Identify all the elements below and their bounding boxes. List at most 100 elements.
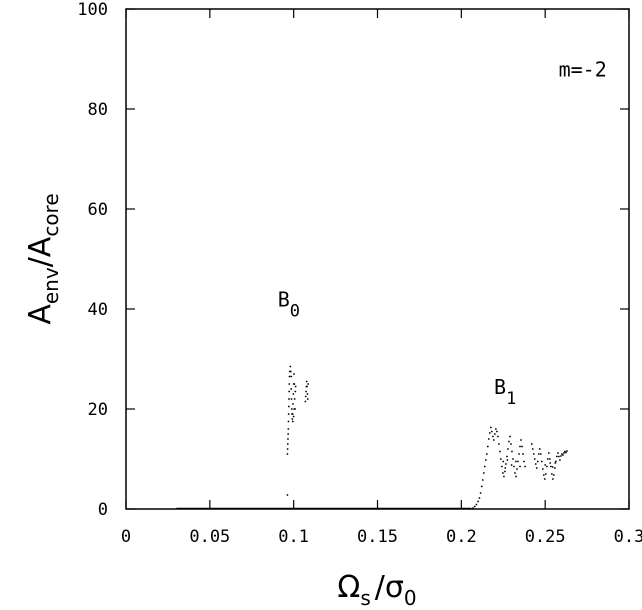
annotation-sub: 1	[506, 389, 516, 409]
data-point	[562, 454, 564, 456]
data-point	[541, 468, 544, 470]
data-point	[536, 460, 539, 463]
tick-labels: 0 0.05 0.1 0.15 0.2 0.25 0.3 0 20 40 60 80 100	[77, 0, 642, 547]
data-point	[502, 460, 505, 463]
data-point	[557, 452, 559, 454]
x-tick-label: 0.25	[525, 527, 566, 547]
data-point	[288, 398, 290, 400]
data-point	[495, 430, 498, 433]
data-point	[560, 455, 562, 457]
data-point	[306, 385, 308, 388]
y-axis-label: Aenv/Acore	[23, 193, 63, 324]
y-axis-label-group: Aenv/Acore	[23, 193, 63, 324]
annotation-sub: 0	[290, 302, 300, 322]
data-point	[498, 450, 501, 453]
data-point	[524, 465, 526, 468]
x-tick-label: 0.3	[614, 527, 642, 547]
data-point	[554, 462, 557, 464]
data-point	[518, 453, 520, 455]
x-tick-label: 0.2	[446, 527, 477, 547]
data-point	[290, 398, 293, 400]
data-point	[287, 413, 290, 415]
data-point	[506, 459, 509, 461]
data-point	[504, 470, 506, 473]
data-point	[503, 475, 505, 478]
data-point	[533, 458, 536, 460]
data-point	[481, 479, 484, 481]
data-point	[547, 452, 550, 454]
y-axis-label-sub2: core	[39, 193, 63, 236]
y-axis-label-main2: A	[23, 236, 58, 257]
data-point	[523, 460, 525, 463]
x-axis-label-main2: σ	[385, 570, 404, 605]
data-point	[484, 459, 487, 461]
data-point	[287, 405, 290, 408]
data-point	[486, 445, 489, 448]
data-point	[565, 451, 567, 454]
data-point	[304, 395, 307, 398]
y-tick-label: 0	[98, 500, 108, 520]
data-point	[293, 383, 296, 385]
data-point	[305, 390, 307, 393]
data-point	[304, 400, 307, 403]
data-point	[293, 408, 296, 410]
data-point	[502, 472, 504, 474]
data-point	[478, 497, 481, 499]
data-point	[292, 415, 295, 418]
data-point	[475, 503, 478, 506]
data-point	[530, 443, 533, 445]
data-point	[539, 453, 542, 455]
data-point	[563, 452, 565, 454]
data-point	[501, 465, 503, 468]
data-point	[477, 500, 479, 503]
data-point	[491, 435, 494, 438]
plot-frame	[125, 8, 630, 510]
data-point	[488, 432, 491, 434]
x-tick-label: 0.1	[278, 527, 309, 547]
data-point	[500, 458, 502, 460]
data-point	[545, 465, 548, 468]
data-point	[551, 478, 554, 480]
data-point	[293, 398, 296, 400]
data-point	[566, 450, 568, 452]
data-point	[291, 420, 294, 423]
data-point	[485, 453, 488, 455]
data-point	[286, 443, 289, 445]
data-point	[483, 465, 486, 468]
x-axis-label-sub2: 0	[404, 586, 417, 610]
data-point	[549, 465, 552, 468]
data-point	[514, 460, 517, 463]
data-point	[288, 390, 291, 393]
data-point	[538, 448, 541, 450]
x-axis-label-sub1: s	[360, 586, 370, 610]
data-point	[496, 435, 499, 438]
data-point	[473, 505, 476, 508]
annotation-m-label: m=-2	[559, 58, 607, 82]
data-point	[519, 465, 521, 468]
annotation-b0-label: B0	[278, 288, 300, 322]
y-tick-label: 40	[88, 300, 108, 320]
data-point	[519, 445, 521, 448]
data-point	[472, 507, 474, 509]
x-tick-label: 0	[121, 527, 131, 547]
data-point	[294, 390, 297, 393]
data-point	[291, 413, 294, 415]
data-point	[556, 455, 558, 458]
data-point	[479, 492, 482, 494]
data-point	[508, 440, 510, 443]
data-point	[293, 373, 295, 375]
data-point	[287, 433, 290, 435]
data-point	[540, 460, 543, 463]
data-point	[307, 383, 309, 385]
data-point	[489, 426, 492, 429]
data-point	[287, 420, 290, 423]
data-point	[509, 435, 511, 438]
data-point	[534, 463, 537, 465]
data-point	[493, 433, 496, 435]
data-point	[544, 464, 547, 466]
data-point	[535, 467, 538, 469]
data-point	[550, 473, 553, 475]
x-tick-label: 0.05	[189, 527, 230, 547]
x-tick-label: 0.15	[357, 527, 398, 547]
